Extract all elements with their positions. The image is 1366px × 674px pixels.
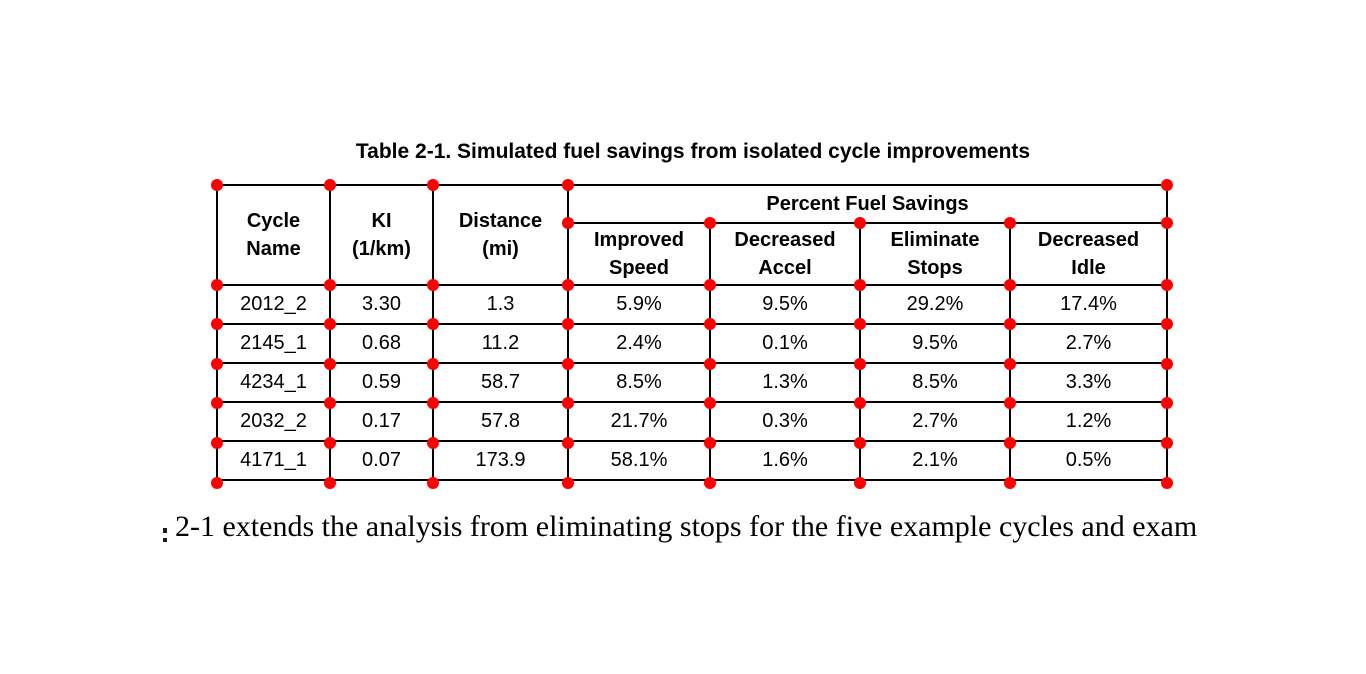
header-eliminate-stops: Eliminate Stops (859, 222, 1011, 286)
cell-cycle-name: 2012_2 (216, 284, 331, 325)
cell-decreased-idle: 1.2% (1008, 401, 1169, 442)
cell-cycle-name: 4234_1 (216, 362, 331, 403)
cell-decreased-accel: 9.5% (709, 284, 861, 325)
cell-decreased-idle: 17.4% (1008, 284, 1169, 325)
table-row: 2012_2 3.30 1.3 5.9% 9.5% 29.2% 17.4% (216, 284, 1169, 325)
cell-eliminate-stops: 29.2% (859, 284, 1011, 325)
clipped-character-fragment (163, 538, 167, 542)
fuel-savings-table: Cycle Name KI (1/km) Distance (mi) Perce… (211, 179, 1173, 489)
cell-decreased-accel: 0.1% (709, 323, 861, 364)
fuel-savings-table-grid: Cycle Name KI (1/km) Distance (mi) Perce… (216, 184, 1169, 481)
cell-distance: 57.8 (432, 401, 569, 442)
cell-decreased-accel: 1.6% (709, 440, 861, 481)
cell-cycle-name: 2145_1 (216, 323, 331, 364)
cell-ki: 0.68 (329, 323, 434, 364)
cell-eliminate-stops: 9.5% (859, 323, 1011, 364)
cell-decreased-idle: 2.7% (1008, 323, 1169, 364)
cell-decreased-accel: 0.3% (709, 401, 861, 442)
header-cycle-name: Cycle Name (216, 184, 331, 286)
cell-eliminate-stops: 8.5% (859, 362, 1011, 403)
table-row: 2145_1 0.68 11.2 2.4% 0.1% 9.5% 2.7% (216, 323, 1169, 364)
cell-cycle-name: 4171_1 (216, 440, 331, 481)
table-row: 4234_1 0.59 58.7 8.5% 1.3% 8.5% 3.3% (216, 362, 1169, 403)
cell-improved-speed: 5.9% (567, 284, 711, 325)
cell-improved-speed: 58.1% (567, 440, 711, 481)
clipped-character-fragment (163, 528, 167, 533)
header-ki: KI (1/km) (329, 184, 434, 286)
cell-cycle-name: 2032_2 (216, 401, 331, 442)
cell-distance: 173.9 (432, 440, 569, 481)
cell-eliminate-stops: 2.1% (859, 440, 1011, 481)
cell-ki: 0.59 (329, 362, 434, 403)
header-distance: Distance (mi) (432, 184, 569, 286)
cell-decreased-accel: 1.3% (709, 362, 861, 403)
table-row: 4171_1 0.07 173.9 58.1% 1.6% 2.1% 0.5% (216, 440, 1169, 481)
cell-ki: 3.30 (329, 284, 434, 325)
body-text-line: 2-1 extends the analysis from eliminatin… (175, 510, 1198, 543)
header-group-percent-fuel-savings: Percent Fuel Savings (566, 184, 1169, 224)
cell-ki: 0.07 (329, 440, 434, 481)
cell-decreased-idle: 3.3% (1008, 362, 1169, 403)
cell-improved-speed: 21.7% (567, 401, 711, 442)
table-caption: Table 2-1. Simulated fuel savings from i… (355, 140, 1031, 163)
header-improved-speed: Improved Speed (567, 222, 711, 286)
cell-improved-speed: 2.4% (567, 323, 711, 364)
cell-ki: 0.17 (329, 401, 434, 442)
header-decreased-accel: Decreased Accel (709, 222, 861, 286)
header-decreased-idle: Decreased Idle (1008, 222, 1169, 286)
cell-distance: 1.3 (432, 284, 569, 325)
table-row: 2032_2 0.17 57.8 21.7% 0.3% 2.7% 1.2% (216, 401, 1169, 442)
cell-eliminate-stops: 2.7% (859, 401, 1011, 442)
cell-improved-speed: 8.5% (567, 362, 711, 403)
cell-decreased-idle: 0.5% (1008, 440, 1169, 481)
cell-distance: 58.7 (432, 362, 569, 403)
cell-distance: 11.2 (432, 323, 569, 364)
